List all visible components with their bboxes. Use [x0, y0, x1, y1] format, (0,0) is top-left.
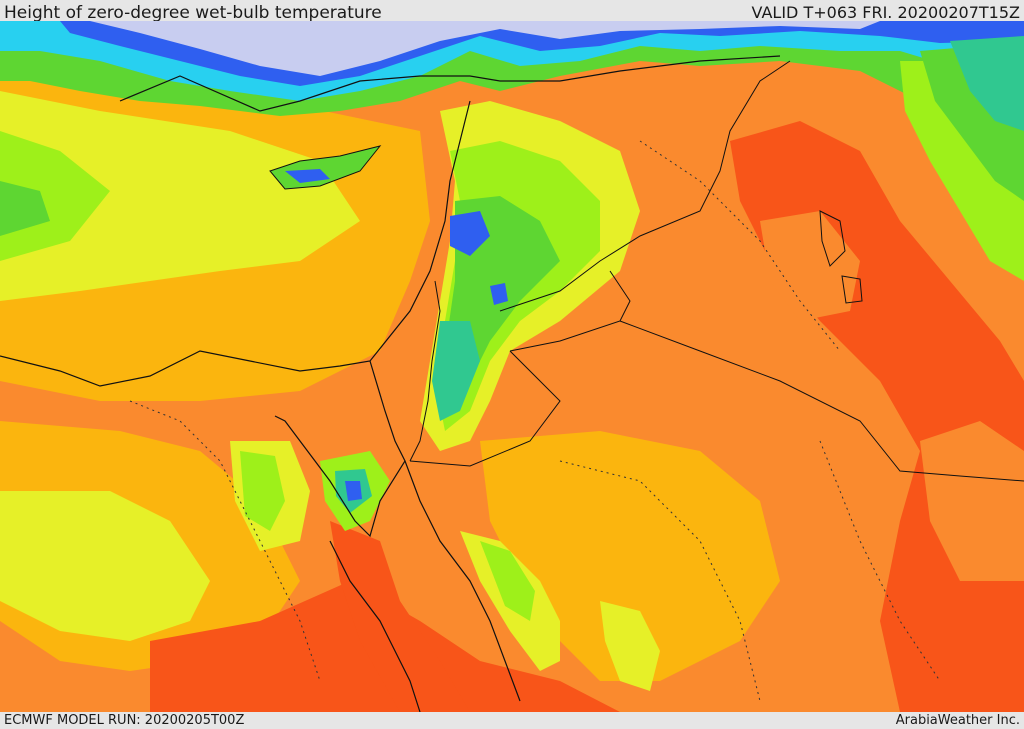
- syria-iraq-border: [499, 60, 791, 312]
- field-lime-west: [0, 131, 110, 261]
- jordan-saudi-border: [409, 350, 561, 467]
- turkey-coastline: [119, 55, 781, 112]
- field-orange-iraq: [760, 211, 860, 321]
- admin-boundary-iraq: [639, 140, 841, 352]
- field-orange-gulf: [920, 421, 1024, 581]
- forecast-map: [0, 21, 1024, 712]
- mediterranean-coastline: [0, 100, 471, 387]
- iraq-saudi-border: [619, 320, 1024, 482]
- admin-boundary-arabia: [559, 460, 761, 702]
- field-red-redsea: [330, 521, 470, 712]
- valid-time-label: VALID T+063 FRI. 20200207T15Z: [751, 3, 1020, 22]
- field-lime-hejaz: [480, 541, 535, 621]
- model-run-label: ECMWF MODEL RUN: 20200205T00Z: [4, 713, 245, 728]
- field-yellow-west: [0, 91, 360, 301]
- sinai-coastline: [274, 360, 406, 538]
- field-teal-northeast: [950, 36, 1024, 131]
- field-blue-sinai: [345, 481, 362, 501]
- jordan-rift-border: [409, 280, 441, 462]
- iraq-lake-outline: [819, 210, 846, 267]
- forecast-map-canvas: [0, 21, 1024, 712]
- field-green-west: [0, 181, 50, 236]
- field-lime-sinai-west: [240, 451, 285, 531]
- field-lavender-north: [90, 21, 880, 76]
- field-blue-cyprus: [285, 169, 330, 183]
- field-yellow-asir: [600, 601, 660, 691]
- iraq-lake-outline-2: [841, 275, 863, 304]
- header-bar: Height of zero-degree wet-bulb temperatu…: [0, 0, 1024, 23]
- credit-label: ArabiaWeather Inc.: [895, 713, 1020, 728]
- field-teal-jordan-valley: [432, 321, 480, 421]
- footer-bar: ECMWF MODEL RUN: 20200205T00Z ArabiaWeat…: [0, 712, 1024, 729]
- red-sea-east-coast: [404, 460, 521, 702]
- field-blue-lebanon: [450, 211, 490, 256]
- map-title: Height of zero-degree wet-bulb temperatu…: [4, 3, 382, 23]
- field-blue-hermon: [490, 283, 508, 305]
- field-yellow-egypt: [0, 491, 210, 641]
- red-sea-west-coast: [329, 540, 421, 712]
